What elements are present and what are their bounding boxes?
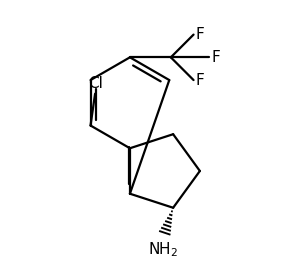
Text: F: F — [212, 50, 220, 65]
Text: NH$_2$: NH$_2$ — [148, 240, 179, 259]
Text: Cl: Cl — [88, 76, 103, 91]
Text: F: F — [196, 73, 205, 88]
Text: F: F — [196, 27, 205, 42]
